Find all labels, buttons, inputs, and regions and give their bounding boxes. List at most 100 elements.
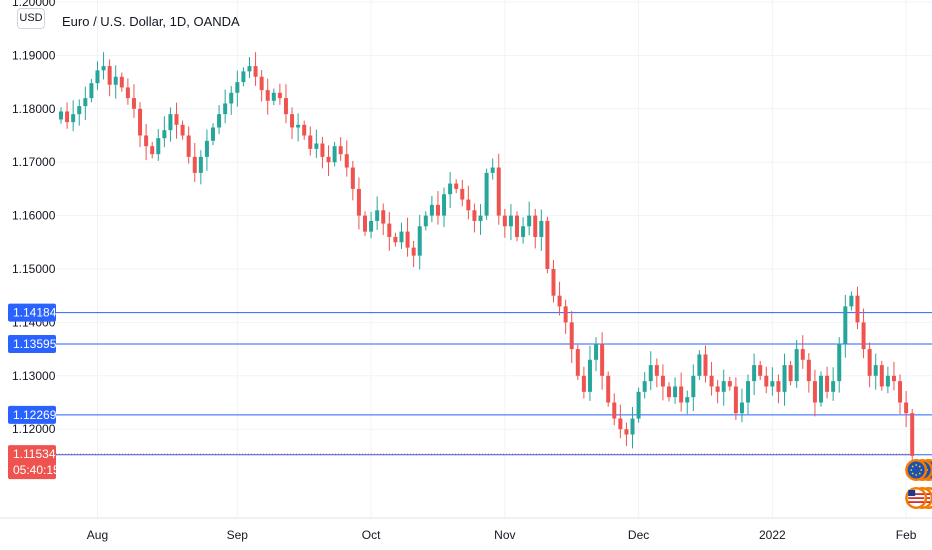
candle-body xyxy=(271,92,276,101)
candle-body xyxy=(545,220,550,269)
candle xyxy=(904,391,909,428)
candle-body xyxy=(138,108,143,136)
candle-body xyxy=(879,365,884,387)
currency-badge[interactable]: USD xyxy=(17,8,45,29)
candle-body xyxy=(782,365,787,392)
candle xyxy=(490,158,495,180)
grid-lines xyxy=(56,0,932,518)
candle-body xyxy=(375,210,380,221)
line-price-tag-bg xyxy=(8,405,56,424)
candle-body xyxy=(831,381,836,392)
candle-body xyxy=(898,381,903,403)
candle-body xyxy=(89,83,94,99)
candle xyxy=(508,204,513,241)
candle-body xyxy=(746,381,751,403)
candle-body xyxy=(721,381,726,392)
candle-body xyxy=(764,375,769,387)
candle xyxy=(290,107,295,139)
horizontal-lines[interactable] xyxy=(56,312,932,456)
candle-body xyxy=(618,418,623,430)
candle-body xyxy=(302,124,307,136)
candle-body xyxy=(855,295,860,323)
candle-body xyxy=(624,429,629,435)
candle-body xyxy=(308,135,313,149)
candle xyxy=(125,78,130,105)
candle-body xyxy=(344,154,349,168)
us-flag-icon[interactable] xyxy=(905,487,928,509)
candle xyxy=(600,332,605,390)
candles xyxy=(59,52,915,461)
price-tick-label: 1.17000 xyxy=(12,155,56,169)
candle xyxy=(648,351,653,391)
candle-body xyxy=(107,66,112,85)
eu-flag-star xyxy=(920,469,923,471)
candle-body xyxy=(454,183,459,189)
candle-body xyxy=(527,215,532,227)
candle xyxy=(314,129,319,158)
eu-flag-icon[interactable] xyxy=(905,459,928,481)
candle xyxy=(563,299,568,334)
candle xyxy=(466,185,471,220)
candle xyxy=(800,335,805,369)
eu-flag-star xyxy=(915,474,918,476)
candle-body xyxy=(806,359,811,382)
candle xyxy=(733,377,738,420)
candle-body xyxy=(466,199,471,211)
candle xyxy=(302,120,307,140)
candle-body xyxy=(904,402,909,414)
candle xyxy=(697,350,702,381)
price-axis[interactable]: 1.20000 1.19000 1.18000 1.17000 1.16000 1.150… xyxy=(12,0,56,436)
candle-body xyxy=(502,215,507,227)
candle xyxy=(794,340,799,388)
candle-body xyxy=(557,295,562,307)
candle xyxy=(515,211,519,242)
eu-flag-star xyxy=(915,464,918,466)
candle xyxy=(727,376,732,391)
candle xyxy=(89,78,94,103)
time-axis[interactable]: Aug Sep Oct Nov Dec 2022 Feb xyxy=(0,517,932,542)
candle-body xyxy=(490,167,495,173)
candle-body xyxy=(150,146,155,155)
candle xyxy=(296,113,301,142)
candle-body xyxy=(508,215,513,227)
candle xyxy=(910,408,915,461)
candle xyxy=(630,407,635,449)
time-tick-label: Dec xyxy=(628,528,649,542)
candle-body xyxy=(253,66,258,77)
candle xyxy=(223,89,228,124)
candle xyxy=(442,187,447,228)
economic-events[interactable] xyxy=(905,459,932,509)
candle xyxy=(332,141,337,167)
candle-body xyxy=(533,215,538,237)
candle xyxy=(174,102,179,139)
candle xyxy=(873,353,878,390)
time-tick-label: Aug xyxy=(87,528,108,542)
candle xyxy=(338,137,343,161)
candle-body xyxy=(709,375,714,387)
candle-body xyxy=(83,98,88,107)
candle xyxy=(350,160,355,201)
candle-body xyxy=(211,127,215,141)
candle-body xyxy=(423,215,428,227)
candle xyxy=(660,364,665,401)
candle xyxy=(308,126,313,156)
candle xyxy=(885,366,890,394)
candle xyxy=(387,212,392,251)
candle-body xyxy=(435,204,440,216)
candle xyxy=(709,361,714,396)
candle-body xyxy=(648,365,653,382)
candle-body xyxy=(204,140,209,157)
candle-body xyxy=(697,354,702,376)
candle xyxy=(411,240,416,268)
candle xyxy=(533,208,538,249)
candle-body xyxy=(727,381,732,387)
candle-body xyxy=(283,98,288,115)
candle xyxy=(180,120,185,140)
line-price-tag-label: 1.14184 xyxy=(13,306,57,320)
candle xyxy=(186,126,191,164)
candle-body xyxy=(630,418,635,435)
candle-body xyxy=(411,247,416,256)
candle xyxy=(435,191,440,225)
candle-body xyxy=(405,231,410,248)
